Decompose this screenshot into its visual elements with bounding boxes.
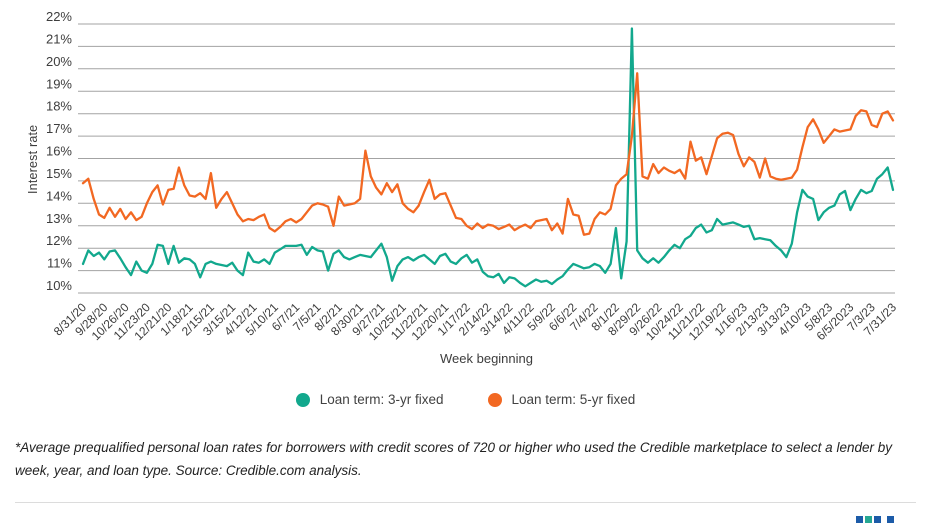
- logo-bar-icon: [865, 516, 872, 523]
- legend-label-5yr: Loan term: 5-yr fixed: [511, 392, 636, 407]
- y-tick-label: 22%: [46, 9, 72, 24]
- y-tick-label: 11%: [47, 256, 72, 271]
- loan-rates-line-chart: Interest rate 22% 21% 20% 19% 18% 17% 16% 15% 14…: [26, 9, 899, 366]
- footer-divider: [15, 502, 916, 503]
- credible-logo-fragment: [856, 516, 894, 523]
- logo-bar-icon: [874, 516, 881, 523]
- y-tick-label: 17%: [46, 121, 72, 136]
- y-tick-label: 16%: [46, 144, 72, 159]
- y-tick-label: 14%: [46, 188, 72, 203]
- series-line-3yr-fixed: [81, 27, 895, 288]
- footnote-source-text: *Average prequalified personal loan rate…: [15, 440, 892, 478]
- y-tick-label: 10%: [46, 278, 72, 293]
- y-tick-label: 19%: [46, 76, 72, 91]
- y-tick-label: 18%: [46, 99, 72, 114]
- y-tick-label: 12%: [46, 233, 72, 248]
- y-tick-label: 20%: [46, 54, 72, 69]
- logo-bar-icon: [887, 516, 894, 523]
- chart-canvas: 22%21%20%19%18%17%16%15%14%13%12%11%10%8…: [46, 9, 899, 343]
- legend-item-3yr-fixed[interactable]: Loan term: 3-yr fixed: [295, 392, 444, 407]
- legend-swatch-3yr-icon: [295, 392, 310, 407]
- chart-legend: Loan term: 3-yr fixed Loan term: 5-yr fi…: [0, 392, 931, 407]
- legend-item-5yr-fixed[interactable]: Loan term: 5-yr fixed: [487, 392, 636, 407]
- y-tick-label: 13%: [46, 211, 72, 226]
- logo-bar-icon: [856, 516, 863, 523]
- legend-swatch-5yr-icon: [487, 392, 502, 407]
- legend-label-3yr: Loan term: 3-yr fixed: [319, 392, 444, 407]
- y-tick-label: 15%: [46, 166, 72, 181]
- y-tick-label: 21%: [46, 31, 72, 46]
- series-line-5yr-fixed: [81, 72, 895, 236]
- x-axis-title: Week beginning: [440, 351, 533, 366]
